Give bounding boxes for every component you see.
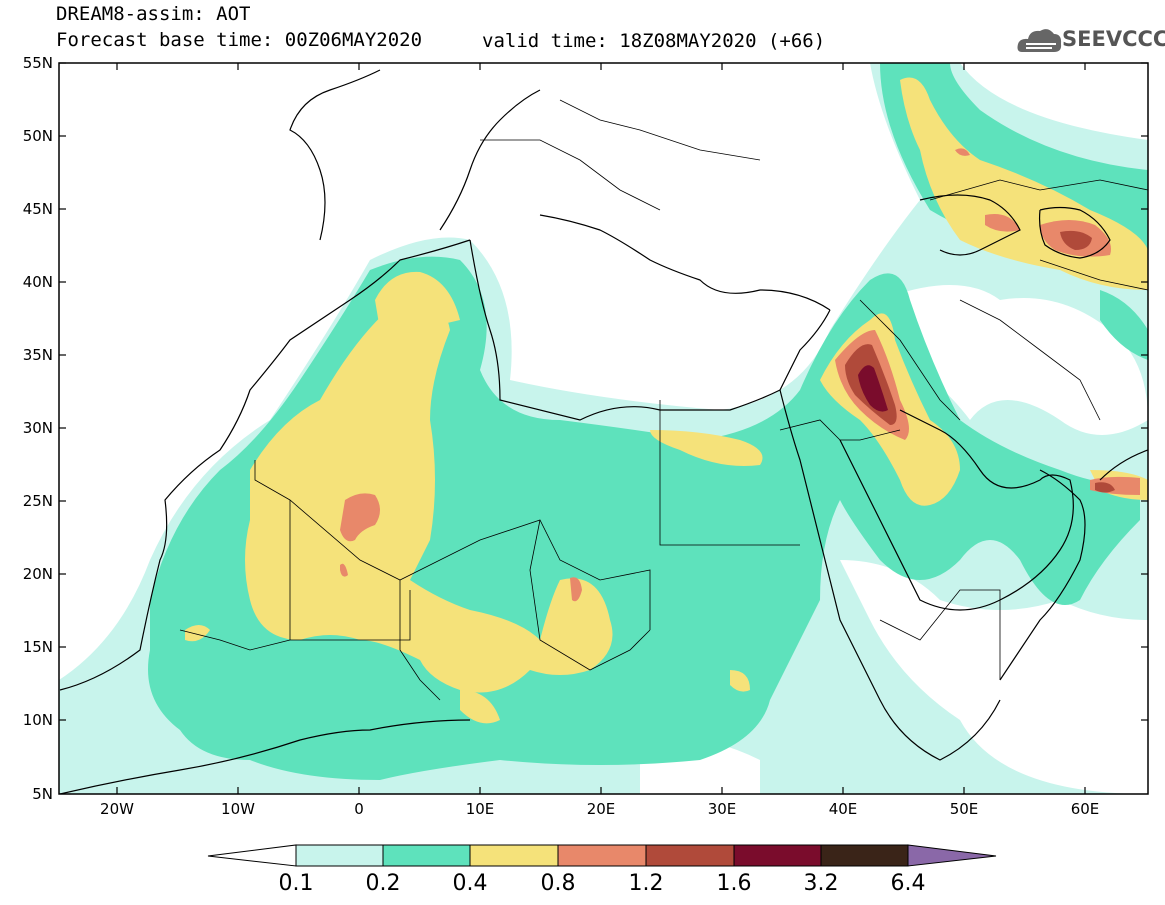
colorbar-label: 6.4 <box>890 871 926 896</box>
colorbar-over-triangle <box>907 844 997 867</box>
title-line-2: Forecast base time: 00Z06MAY2020 <box>56 29 423 51</box>
lat-label-55n: 55N <box>22 54 53 72</box>
colorbar-swatch-2 <box>469 844 559 867</box>
colorbar-under-triangle <box>207 844 297 867</box>
lon-label-20w: 20W <box>100 800 134 818</box>
cloud-icon <box>1017 29 1062 52</box>
colorbar <box>207 844 997 867</box>
lat-label-45n: 45N <box>22 200 53 218</box>
country-borders <box>179 99 1148 701</box>
lat-label-10n: 10N <box>22 711 53 729</box>
coastlines <box>59 69 1148 794</box>
colorbar-swatch-3 <box>557 844 647 867</box>
colorbar-swatch-1 <box>382 844 471 867</box>
axis-ticks <box>59 62 1148 794</box>
lon-label-60e: 60E <box>1070 800 1100 818</box>
colorbar-swatch-5 <box>733 844 822 867</box>
lat-label-50n: 50N <box>22 127 53 145</box>
lon-label-40e: 40E <box>828 800 858 818</box>
logo-text: SEEVCCC <box>1062 27 1165 51</box>
lat-label-35n: 35N <box>22 346 53 364</box>
colorbar-label: 0.4 <box>452 871 488 896</box>
lat-label-5n: 5N <box>32 785 53 803</box>
lat-label-25n: 25N <box>22 492 53 510</box>
lon-label-20e: 20E <box>586 800 616 818</box>
colorbar-label: 3.2 <box>803 871 839 896</box>
lon-label-0: 0 <box>354 800 364 818</box>
colorbar-label: 0.1 <box>278 871 314 896</box>
lon-label-50e: 50E <box>949 800 979 818</box>
valid-time: valid time: 18Z08MAY2020 (+66) <box>482 30 826 52</box>
colorbar-swatch-0 <box>295 844 384 867</box>
lat-label-20n: 20N <box>22 565 53 583</box>
lat-label-40n: 40N <box>22 273 53 291</box>
aot-band-1-6 <box>858 365 888 412</box>
title-line-1: DREAM8-assim: AOT <box>56 3 251 25</box>
colorbar-swatch-6 <box>820 844 909 867</box>
lon-label-30e: 30E <box>707 800 737 818</box>
lat-label-30n: 30N <box>22 419 53 437</box>
aot-shading <box>59 63 1148 794</box>
colorbar-label: 1.2 <box>628 871 664 896</box>
colorbar-label: 1.6 <box>716 871 752 896</box>
lon-label-10e: 10E <box>465 800 495 818</box>
colorbar-label: 0.2 <box>365 871 401 896</box>
lat-label-15n: 15N <box>22 638 53 656</box>
lon-label-10w: 10W <box>221 800 255 818</box>
colorbar-swatch-4 <box>645 844 735 867</box>
colorbar-label: 0.8 <box>540 871 576 896</box>
